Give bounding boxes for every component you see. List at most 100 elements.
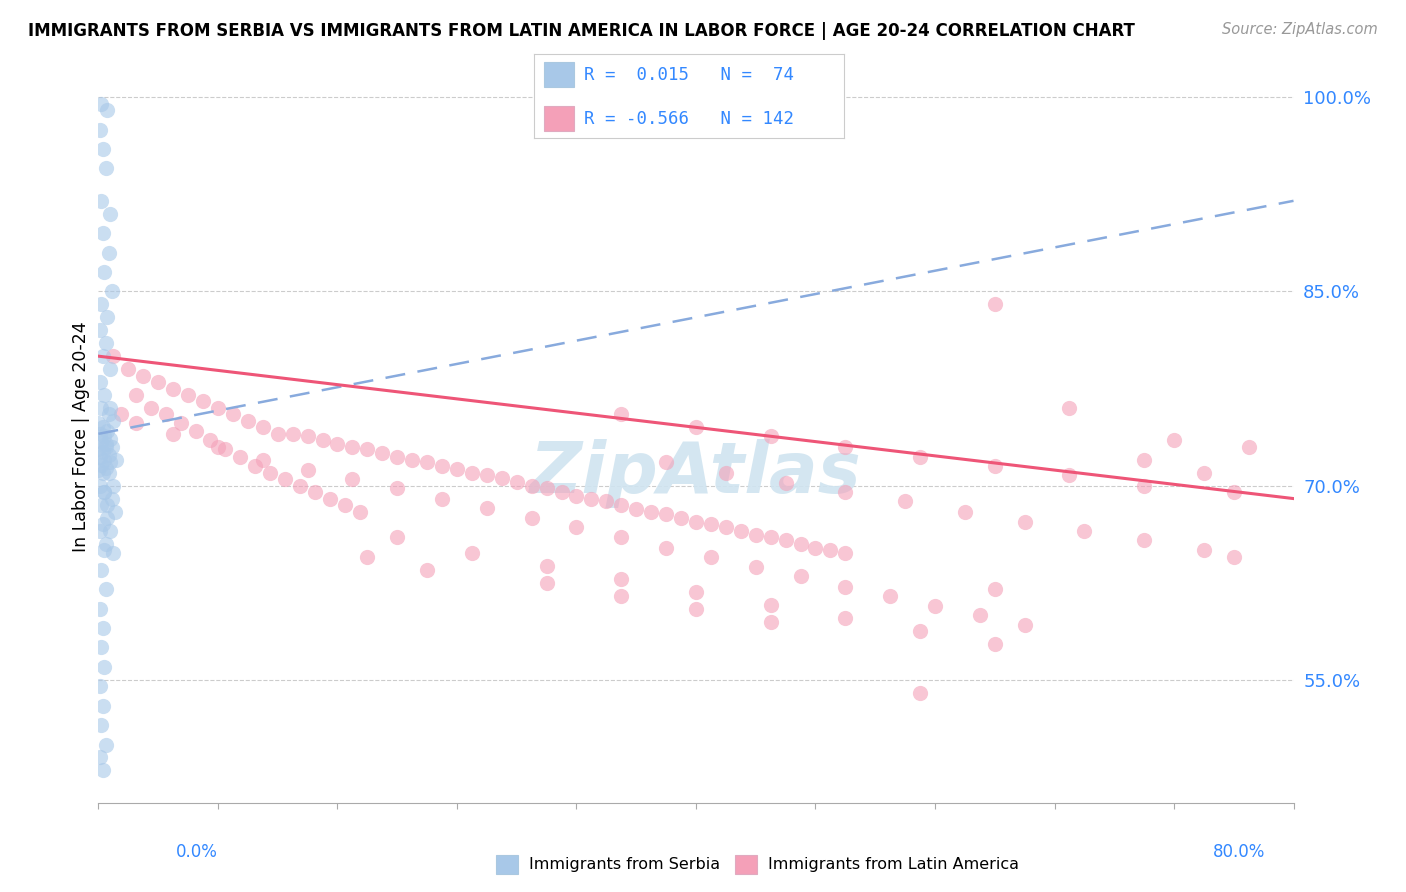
Point <box>1237 440 1260 454</box>
Point <box>700 517 723 532</box>
Point <box>953 504 976 518</box>
Point <box>94 537 117 551</box>
Point <box>91 445 114 459</box>
Point <box>207 401 229 415</box>
Point <box>94 437 117 451</box>
Point <box>274 472 297 486</box>
Point <box>714 466 737 480</box>
Point <box>177 388 200 402</box>
Point <box>148 375 170 389</box>
Point <box>626 502 648 516</box>
Point <box>610 589 633 603</box>
Point <box>93 429 115 443</box>
Point <box>908 624 931 638</box>
Point <box>90 96 112 111</box>
Point <box>834 485 856 500</box>
Point <box>87 463 110 477</box>
Point <box>536 575 558 590</box>
Point <box>93 543 115 558</box>
Point <box>281 426 304 441</box>
Point <box>1014 515 1036 529</box>
Point <box>640 504 662 518</box>
Point <box>169 417 191 431</box>
Point <box>200 434 222 448</box>
Point <box>97 408 120 422</box>
Point <box>984 636 1007 650</box>
Point <box>96 424 118 438</box>
Point <box>91 621 114 635</box>
Point <box>96 310 118 325</box>
Point <box>89 478 111 492</box>
Text: R = -0.566   N = 142: R = -0.566 N = 142 <box>583 110 794 128</box>
Point <box>430 459 453 474</box>
Point <box>1059 401 1081 415</box>
Point <box>655 507 678 521</box>
Point <box>789 569 811 583</box>
Point <box>105 452 128 467</box>
Point <box>101 285 124 299</box>
Point <box>491 471 513 485</box>
Point <box>98 362 122 376</box>
Text: IMMIGRANTS FROM SERBIA VS IMMIGRANTS FROM LATIN AMERICA IN LABOR FORCE | AGE 20-: IMMIGRANTS FROM SERBIA VS IMMIGRANTS FRO… <box>28 22 1135 40</box>
Point <box>89 601 111 615</box>
Point <box>1059 468 1081 483</box>
Point <box>759 598 782 612</box>
Point <box>93 660 115 674</box>
Point <box>759 530 782 544</box>
Point <box>93 485 115 500</box>
Point <box>759 429 782 443</box>
Point <box>685 584 707 599</box>
Point <box>222 408 245 422</box>
Point <box>385 481 409 495</box>
Point <box>125 388 148 402</box>
Point <box>1133 533 1156 547</box>
Point <box>97 466 120 480</box>
Point <box>1014 618 1036 632</box>
Point <box>745 528 768 542</box>
Point <box>879 589 901 603</box>
Point <box>125 417 148 431</box>
Point <box>97 448 120 462</box>
Point <box>520 511 543 525</box>
Point <box>90 640 112 655</box>
Point <box>356 442 378 457</box>
Point <box>288 478 311 492</box>
Point <box>184 424 207 438</box>
Point <box>103 546 125 560</box>
Point <box>461 466 484 480</box>
Point <box>1133 478 1156 492</box>
FancyBboxPatch shape <box>544 106 575 131</box>
Point <box>87 442 110 457</box>
Point <box>984 582 1007 597</box>
Point <box>326 437 349 451</box>
Point <box>342 440 364 454</box>
Point <box>536 481 558 495</box>
Point <box>214 442 236 457</box>
Point <box>90 434 112 449</box>
Point <box>90 718 112 732</box>
Point <box>475 468 498 483</box>
Point <box>252 420 274 434</box>
Point <box>103 478 125 492</box>
Point <box>94 161 117 176</box>
Point <box>101 491 124 506</box>
Text: 80.0%: 80.0% <box>1213 843 1265 861</box>
Y-axis label: In Labor Force | Age 20-24: In Labor Force | Age 20-24 <box>72 322 90 552</box>
Point <box>252 452 274 467</box>
Text: Source: ZipAtlas.com: Source: ZipAtlas.com <box>1222 22 1378 37</box>
Point <box>371 446 394 460</box>
Point <box>834 546 856 560</box>
Text: Immigrants from Latin America: Immigrants from Latin America <box>768 857 1019 871</box>
Point <box>91 466 114 480</box>
Point <box>461 546 484 560</box>
Point <box>91 764 114 778</box>
Point <box>93 388 115 402</box>
Point <box>581 491 603 506</box>
Point <box>536 558 558 573</box>
Point <box>446 462 468 476</box>
Point <box>94 738 117 752</box>
Point <box>98 524 122 538</box>
Point <box>90 563 112 577</box>
Point <box>207 440 229 454</box>
Point <box>93 485 115 500</box>
